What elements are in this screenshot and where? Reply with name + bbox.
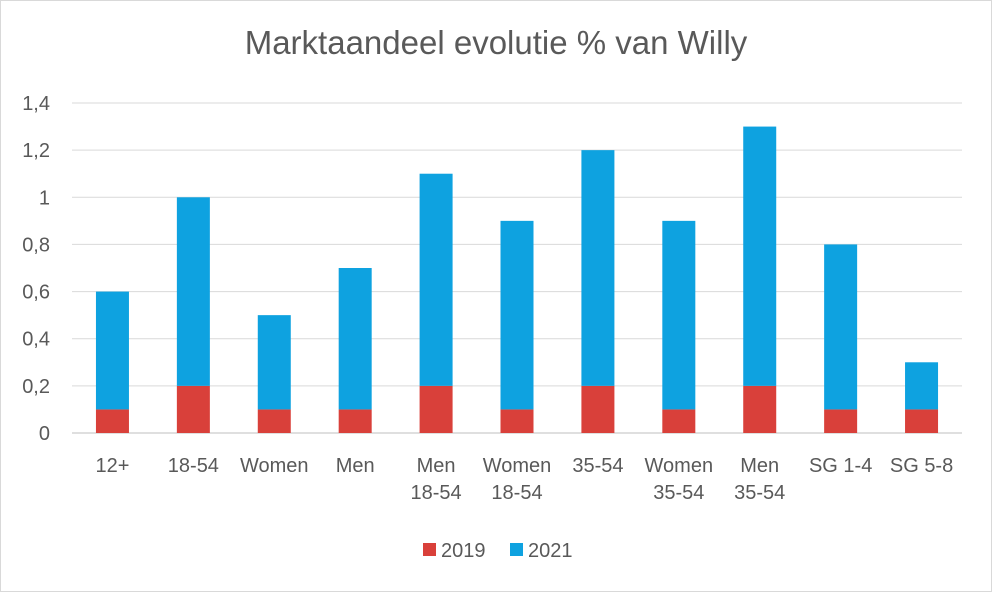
legend-swatch-2019 — [423, 543, 436, 556]
x-tick-label: Women 35-54 — [645, 455, 714, 504]
bar-2019 — [581, 385, 615, 433]
x-tick-label: SG 1-4 — [809, 455, 872, 477]
y-tick-label: 1 — [39, 187, 50, 209]
bar-2021 — [338, 268, 372, 410]
x-tick-label: Women 18-54 — [483, 455, 552, 504]
bar-2021 — [95, 291, 129, 410]
x-tick-label: 12+ — [95, 455, 129, 477]
bar-2019 — [338, 409, 372, 433]
y-tick-label: 0,2 — [22, 376, 50, 398]
y-tick-label: 0,8 — [22, 234, 50, 256]
legend-swatch-2021 — [510, 543, 523, 556]
bar-2021 — [176, 197, 210, 386]
bar-2021 — [824, 244, 858, 410]
x-tick-label: Women — [240, 455, 309, 477]
y-tick-label: 1,2 — [22, 140, 50, 162]
bar-2019 — [419, 385, 453, 433]
legend: 2019 2021 — [423, 540, 573, 562]
x-tick-label: SG 5-8 — [890, 455, 953, 477]
bar-2021 — [662, 220, 696, 410]
bars — [95, 126, 939, 433]
bar-2019 — [743, 385, 777, 433]
y-axis-ticks: 0 0,2 0,4 0,6 0,8 1 1,2 1,4 — [22, 93, 50, 445]
bar-2019 — [257, 409, 291, 433]
bar-2021 — [905, 362, 939, 410]
y-tick-label: 0,4 — [22, 329, 50, 351]
y-tick-label: 0 — [39, 423, 50, 445]
x-tick-label: Men 35-54 — [734, 455, 785, 504]
bar-2021 — [500, 220, 534, 410]
x-tick-label: Men — [336, 455, 375, 477]
y-tick-label: 0,6 — [22, 282, 50, 304]
bar-2021 — [257, 315, 291, 410]
bar-2021 — [419, 173, 453, 386]
bar-2021 — [581, 150, 615, 386]
bar-2019 — [905, 409, 939, 433]
x-tick-label: 18-54 — [168, 455, 219, 477]
x-axis-labels: 12+ 18-54 Women Men Men 18-54 Women 18-54 35-54 W… — [95, 455, 953, 504]
bar-2019 — [824, 409, 858, 433]
legend-label: 2021 — [528, 540, 573, 562]
y-tick-label: 1,4 — [22, 93, 50, 115]
bar-2019 — [662, 409, 696, 433]
bar-2021 — [743, 126, 777, 386]
bar-2019 — [95, 409, 129, 433]
legend-label: 2019 — [441, 540, 486, 562]
x-tick-label: Men 18-54 — [411, 455, 462, 504]
chart-title: Marktaandeel evolutie % van Willy — [244, 24, 748, 61]
bar-2019 — [176, 385, 210, 433]
x-tick-label: 35-54 — [572, 455, 623, 477]
bar-2019 — [500, 409, 534, 433]
